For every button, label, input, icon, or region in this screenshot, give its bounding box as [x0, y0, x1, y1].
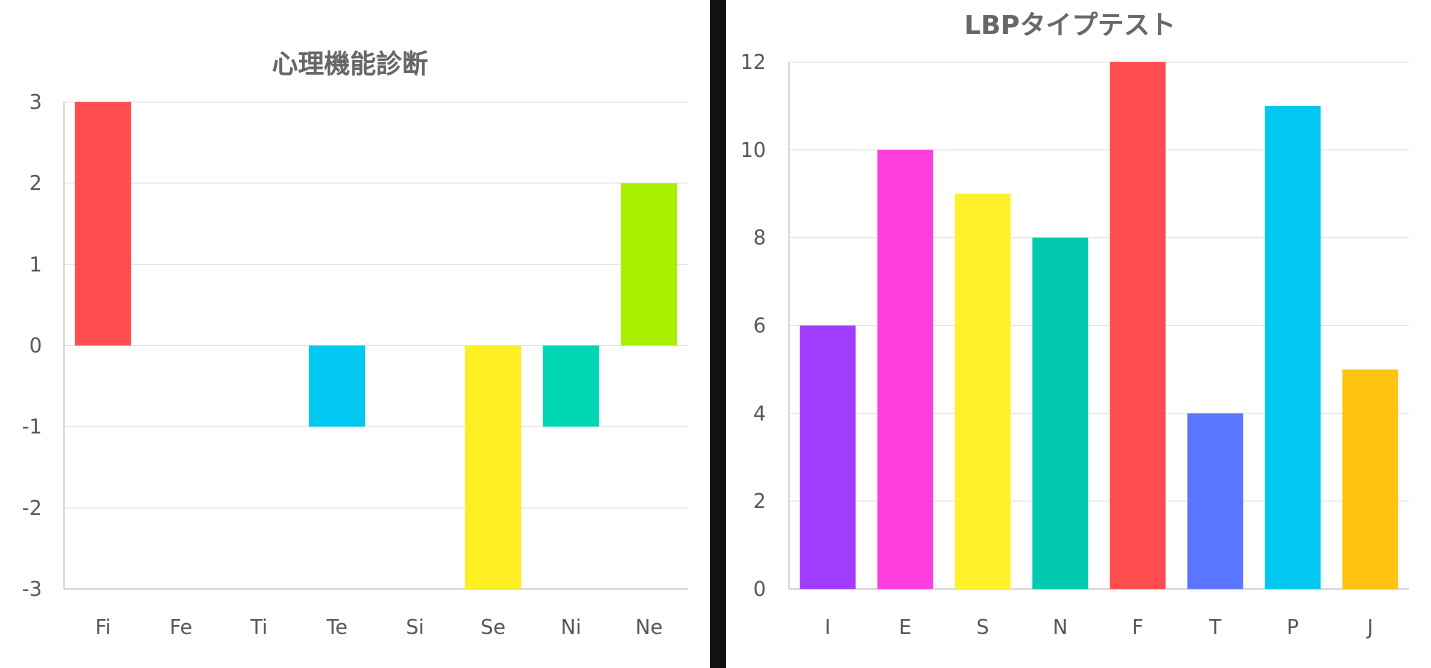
- chart1-bar-f: [1109, 62, 1166, 589]
- chart1-bar-n: [1032, 237, 1089, 589]
- chart0-xtick-label: Ne: [635, 615, 662, 639]
- chart0-xtick-label: Ni: [561, 615, 582, 639]
- chart1-xtick-label: E: [899, 615, 912, 639]
- chart0-title: 心理機能診断: [272, 49, 428, 80]
- chart1-bar-j: [1342, 369, 1399, 589]
- chart-psych-function: 心理機能診断 3 2 1 0 -1 -2 -3 Fi Fe Ti Te Si Se Ni Ne: [0, 0, 710, 668]
- chart0-xtick-label: Fe: [170, 615, 193, 639]
- chart0-bar-ni: [542, 345, 600, 427]
- chart-lbp-type: LBPタイプテスト 12 10 8 6 4 2 0 I E S N F T P J: [726, 0, 1431, 668]
- panel-divider: [710, 0, 726, 668]
- chart0-xtick-label: Se: [481, 615, 506, 639]
- chart0-ytick-label: 1: [29, 252, 42, 276]
- chart1-ytick-label: 12: [741, 50, 766, 74]
- chart1-ytick-label: 4: [753, 401, 766, 425]
- chart0-bar-se: [464, 345, 522, 589]
- chart0-bar-ne: [620, 183, 678, 346]
- chart0-ytick-label: 2: [29, 171, 42, 195]
- chart1-bar-i: [799, 325, 856, 589]
- chart0-xtick-label: Fi: [95, 615, 111, 639]
- chart1-xtick-label: F: [1132, 615, 1144, 639]
- chart1-ytick-label: 2: [753, 489, 766, 513]
- chart1-ytick-label: 10: [741, 138, 766, 162]
- chart1-ytick-label: 6: [753, 314, 766, 338]
- chart1-title: LBPタイプテスト: [964, 11, 1175, 41]
- chart0-bar-te: [308, 345, 366, 427]
- chart0-xtick-label: Si: [406, 615, 424, 639]
- chart1-ytick-label: 8: [753, 226, 766, 250]
- chart0-ytick-label: 0: [29, 334, 42, 358]
- chart1-xtick-label: P: [1287, 615, 1299, 639]
- chart1-bar-e: [877, 149, 934, 590]
- chart0-bar-fi: [74, 102, 132, 346]
- chart-lbp-type-svg: LBPタイプテスト 12 10 8 6 4 2 0 I E S N F T P J: [741, 11, 1409, 639]
- chart0-ytick-label: -3: [22, 577, 42, 601]
- chart0-ytick-label: 3: [29, 90, 42, 114]
- chart1-xtick-label: N: [1053, 615, 1068, 639]
- chart1-xtick-label: J: [1365, 615, 1373, 639]
- chart0-xtick-label: Te: [325, 615, 347, 639]
- chart0-ytick-label: -2: [22, 496, 42, 520]
- chart-psych-function-svg: 心理機能診断 3 2 1 0 -1 -2 -3 Fi Fe Ti Te Si Se Ni Ne: [22, 49, 688, 639]
- chart1-xtick-label: S: [976, 615, 989, 639]
- chart0-ytick-label: -1: [22, 415, 42, 439]
- chart0-xtick-label: Ti: [249, 615, 267, 639]
- chart1-bar-t: [1187, 413, 1244, 589]
- chart1-bar-p: [1264, 105, 1321, 590]
- chart1-ytick-label: 0: [753, 577, 766, 601]
- chart1-xtick-label: T: [1208, 615, 1222, 639]
- chart1-xtick-label: I: [825, 615, 831, 639]
- chart1-bar-s: [954, 193, 1011, 589]
